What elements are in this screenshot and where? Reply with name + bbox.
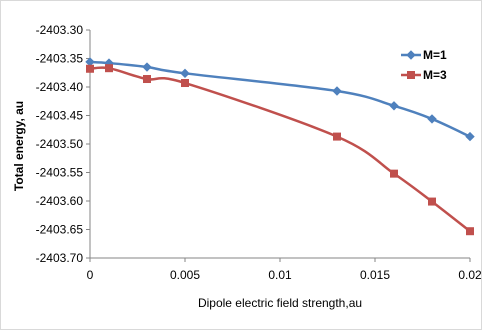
- y-tick-label: -2403.50: [36, 137, 84, 151]
- legend-item: M=3: [401, 68, 447, 82]
- series-line: [89, 66, 471, 233]
- series-2: [86, 64, 474, 236]
- legend: M=1M=3: [401, 48, 447, 82]
- data-point: [85, 57, 95, 67]
- data-point: [465, 131, 475, 142]
- y-tick-label: -2403.70: [36, 251, 84, 265]
- data-point: [333, 132, 341, 141]
- legend-label: M=1: [423, 48, 447, 62]
- legend-marker: [406, 50, 416, 60]
- y-tick-label: -2403.45: [36, 109, 84, 123]
- data-point: [428, 197, 436, 206]
- y-tick-label: -2403.55: [36, 166, 84, 180]
- x-tick-label: 0.015: [360, 268, 390, 282]
- y-tick-label: -2403.65: [36, 223, 84, 237]
- data-point: [105, 64, 113, 73]
- y-tick-label: -2403.60: [36, 194, 84, 208]
- y-axis-ticks: -2403.30 -2403.35 -2403.40 -2403.45 -2403.50…: [36, 23, 90, 265]
- x-tick-label: 0: [87, 268, 94, 282]
- x-axis-ticks: 0 0.005 0.01 0.015 0.02: [87, 258, 482, 282]
- data-point: [143, 75, 151, 84]
- legend-item: M=1: [401, 48, 447, 62]
- x-tick-label: 0.01: [268, 268, 292, 282]
- y-tick-label: -2403.40: [36, 80, 84, 94]
- y-tick-label: -2403.35: [36, 52, 84, 66]
- legend-label: M=3: [423, 68, 447, 82]
- series-line: [89, 60, 471, 138]
- legend-marker: [407, 71, 415, 79]
- data-point: [466, 227, 474, 236]
- data-point: [180, 68, 190, 79]
- series-layer: [85, 57, 475, 236]
- data-point: [181, 79, 189, 88]
- data-point: [86, 64, 94, 73]
- x-axis-title: Dipole electric field strength,au: [198, 296, 362, 310]
- data-point: [427, 114, 437, 124]
- y-tick-label: -2403.30: [36, 23, 84, 37]
- data-point: [142, 62, 152, 72]
- x-tick-label: 0.02: [458, 268, 482, 282]
- data-point: [389, 101, 399, 111]
- y-axis-title: Total energy, au: [12, 101, 26, 191]
- data-point: [332, 86, 342, 96]
- series-1: [85, 57, 475, 142]
- data-point: [390, 169, 398, 178]
- x-tick-label: 0.005: [170, 268, 200, 282]
